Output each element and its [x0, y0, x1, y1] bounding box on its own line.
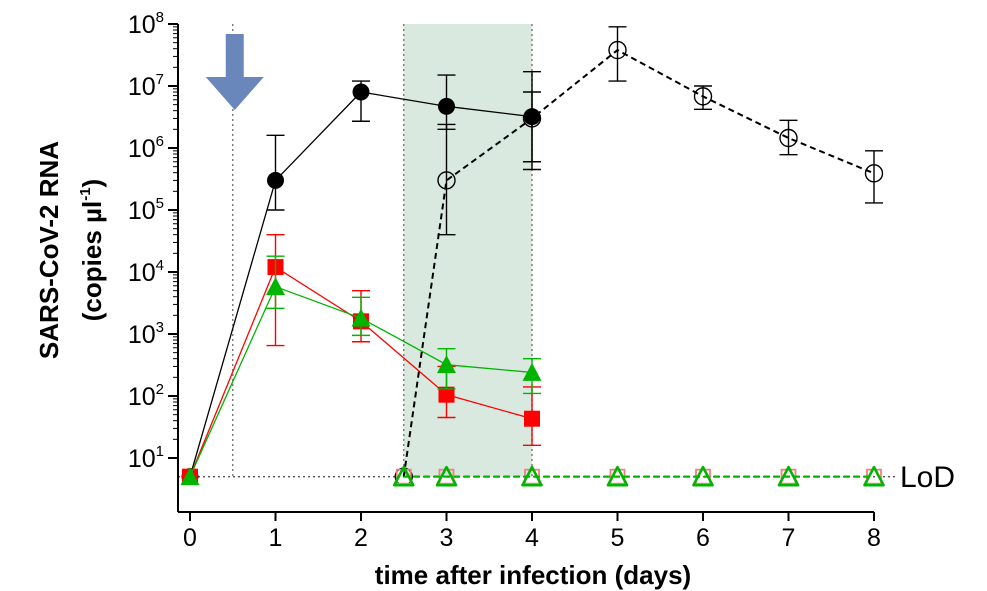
y-tick-label: 107: [128, 71, 164, 101]
y-tick-label-base: 10: [128, 135, 156, 163]
y-tick-label-exponent: 1: [156, 443, 164, 460]
y-tick-label-exponent: 4: [156, 257, 164, 274]
y-tick-label-base: 10: [128, 445, 156, 473]
y-axis-unit-prefix: (copies µl: [77, 201, 107, 321]
data-point-triangle: [351, 308, 371, 327]
x-tick-label: 8: [867, 524, 881, 552]
y-tick-label-exponent: 2: [156, 381, 164, 398]
data-point-circle: [438, 97, 455, 115]
y-tick-label: 103: [128, 319, 164, 349]
y-tick-label-exponent: 7: [156, 71, 164, 88]
x-tick-label: 5: [611, 524, 625, 552]
data-point-triangle: [437, 355, 456, 374]
y-tick-label-exponent: 5: [156, 195, 164, 212]
y-tick-label: 108: [128, 9, 164, 39]
y-tick-label-exponent: 8: [156, 9, 164, 26]
shaded-region: [403, 24, 532, 477]
data-point-circle: [608, 40, 627, 60]
series-group: [394, 26, 884, 486]
data-point-triangle: [606, 465, 629, 487]
y-tick-label-base: 10: [128, 383, 156, 411]
y-axis-unit-text: (copies µl-1): [77, 179, 107, 321]
data-point-circle: [437, 171, 456, 190]
y-axis-unit: (copies µl-1): [77, 179, 107, 321]
data-point-triangle: [522, 362, 542, 381]
series-group: [392, 465, 885, 487]
y-axis-title-line1: SARS-CoV-2 RNA: [34, 141, 64, 359]
x-tick-label: 7: [782, 524, 796, 552]
y-axis-unit-exponent: -1: [77, 187, 94, 200]
data-point-triangle: [521, 465, 543, 487]
y-tick-label-base: 10: [128, 321, 156, 349]
y-tick-label-base: 10: [128, 73, 156, 101]
x-axis-title: time after infection (days): [375, 560, 691, 590]
series-layer: [180, 26, 885, 487]
y-tick-label-base: 10: [128, 259, 156, 287]
y-tick-label-exponent: 3: [156, 319, 164, 336]
y-tick-label-exponent: 6: [156, 133, 164, 150]
y-tick-label: 106: [128, 133, 164, 163]
inoculation-arrow-icon: [205, 34, 264, 110]
data-point-square: [438, 386, 455, 403]
data-point-triangle: [392, 465, 415, 487]
data-point-triangle: [180, 467, 200, 486]
series-group: [180, 255, 542, 486]
lod-label: LoD: [900, 461, 955, 494]
x-tick-label: 2: [354, 524, 368, 552]
data-point-triangle: [435, 465, 458, 487]
y-tick-label-base: 10: [128, 197, 156, 225]
data-point-triangle: [692, 465, 714, 487]
x-tick-label: 4: [525, 524, 539, 552]
data-point-square: [524, 410, 540, 427]
data-point-circle: [352, 83, 370, 101]
data-point-circle: [267, 171, 284, 189]
y-tick-label: 104: [128, 257, 164, 287]
y-tick-label: 101: [128, 443, 164, 473]
x-tick-label: 0: [183, 524, 197, 552]
data-point-triangle: [266, 277, 285, 296]
y-tick-label-base: 10: [128, 11, 156, 39]
data-point-circle: [864, 164, 884, 183]
data-point-circle: [779, 128, 798, 148]
x-tick-label: 3: [440, 524, 454, 552]
data-point-circle: [693, 87, 713, 106]
y-tick-label: 102: [128, 381, 164, 411]
y-axis-unit-suffix: ): [77, 179, 107, 188]
x-tick-label: 1: [269, 524, 283, 552]
y-axis-title: SARS-CoV-2 RNA: [34, 141, 64, 359]
data-point-circle: [522, 109, 542, 128]
shaded-region-layer: [403, 24, 532, 477]
data-point-triangle: [777, 465, 800, 487]
x-tick-label: 6: [696, 524, 710, 552]
data-point-triangle: [863, 465, 885, 487]
y-tick-label: 105: [128, 195, 164, 225]
arrow-layer: [205, 34, 264, 110]
